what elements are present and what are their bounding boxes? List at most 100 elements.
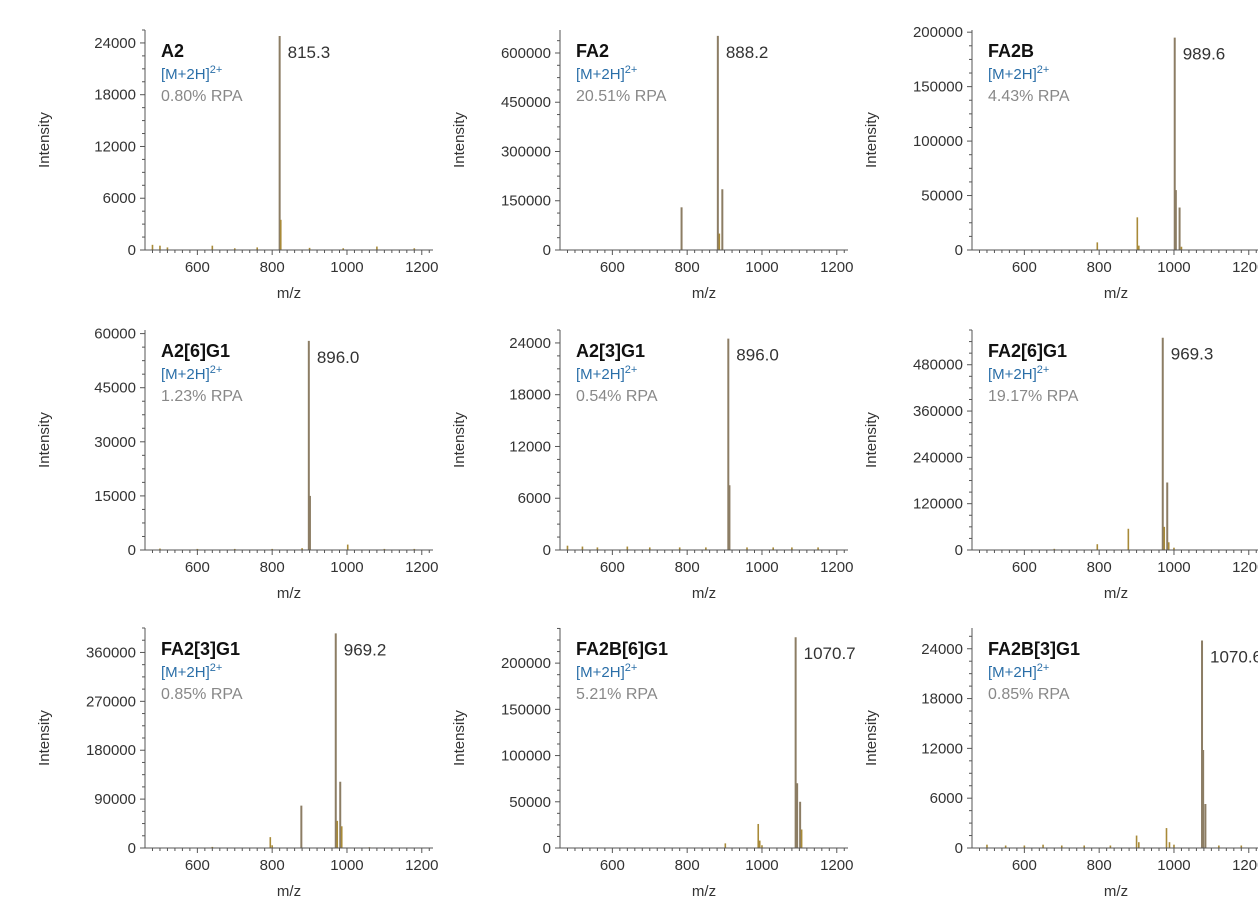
- x-axis-label: m/z: [1104, 883, 1128, 900]
- adduct-label: [M+2H]2+: [576, 364, 637, 383]
- adduct-label: [M+2H]2+: [161, 64, 222, 83]
- y-tick-label: 120000: [913, 496, 963, 513]
- y-axis-label: Intensity: [36, 412, 53, 468]
- rpa-label: 0.85% RPA: [161, 686, 243, 703]
- x-tick-label: 600: [600, 259, 625, 276]
- x-tick-label: 1200: [1232, 259, 1258, 276]
- y-axis-label: Intensity: [863, 412, 880, 468]
- glycan-name: FA2: [576, 41, 609, 61]
- x-tick-label: 600: [185, 259, 210, 276]
- y-axis-label: Intensity: [863, 112, 880, 168]
- x-axis-label: m/z: [692, 285, 716, 302]
- x-tick-label: 800: [1087, 559, 1112, 576]
- glycan-name: A2[6]G1: [161, 341, 230, 361]
- y-tick-label: 6000: [930, 790, 963, 807]
- peak-mz-label: 969.3: [1171, 345, 1214, 364]
- spectrum-panel: 600 800 1000 1200 0 50000 100000 150000 200000 m/…: [451, 627, 856, 900]
- y-tick-label: 0: [955, 542, 963, 559]
- y-tick-label: 450000: [501, 94, 551, 111]
- x-tick-label: 800: [1087, 259, 1112, 276]
- peak-mz-label: 896.0: [736, 346, 779, 365]
- y-axis-label: Intensity: [863, 710, 880, 766]
- x-tick-label: 1000: [1157, 259, 1190, 276]
- peak-mz-label: 815.3: [288, 43, 331, 62]
- x-tick-label: 1200: [1232, 559, 1258, 576]
- spectrum-panel: 600 800 1000 1200 0 90000 180000 270000 360000 m/…: [36, 627, 438, 900]
- x-tick-label: 800: [675, 559, 700, 576]
- y-tick-label: 12000: [921, 740, 963, 757]
- x-axis-label: m/z: [1104, 285, 1128, 302]
- y-tick-label: 18000: [509, 387, 551, 404]
- rpa-label: 20.51% RPA: [576, 88, 667, 105]
- y-tick-label: 15000: [94, 488, 136, 505]
- x-tick-label: 1200: [1232, 857, 1258, 874]
- x-tick-label: 800: [675, 259, 700, 276]
- y-tick-label: 0: [543, 840, 551, 857]
- glycan-name: FA2[3]G1: [161, 639, 240, 659]
- y-tick-label: 200000: [913, 24, 963, 41]
- y-tick-label: 6000: [103, 190, 136, 207]
- glycan-name: FA2B[3]G1: [988, 639, 1080, 659]
- y-tick-label: 0: [955, 840, 963, 857]
- x-tick-label: 600: [1012, 259, 1037, 276]
- peak-mz-label: 1070.6: [1210, 647, 1258, 666]
- y-tick-label: 360000: [913, 403, 963, 420]
- x-tick-label: 800: [260, 259, 285, 276]
- y-axis-label: Intensity: [451, 412, 468, 468]
- y-tick-label: 90000: [94, 791, 136, 808]
- x-axis-label: m/z: [692, 585, 716, 602]
- glycan-name: FA2[6]G1: [988, 341, 1067, 361]
- adduct-label: [M+2H]2+: [576, 64, 637, 83]
- y-tick-label: 18000: [94, 87, 136, 104]
- x-axis-label: m/z: [1104, 585, 1128, 602]
- spectrum-panel: 6008001000120006000120001800024000m/zInt…: [863, 628, 1258, 900]
- y-axis-label: Intensity: [451, 112, 468, 168]
- x-tick-label: 600: [185, 559, 210, 576]
- x-tick-label: 1000: [745, 259, 778, 276]
- x-axis-label: m/z: [277, 585, 301, 602]
- x-tick-label: 1200: [405, 559, 438, 576]
- x-axis-label: m/z: [692, 883, 716, 900]
- peak-mz-label: 989.6: [1183, 45, 1226, 64]
- x-tick-label: 1200: [820, 559, 853, 576]
- x-tick-label: 1000: [1157, 559, 1190, 576]
- y-tick-label: 150000: [913, 79, 963, 96]
- x-axis-label: m/z: [277, 883, 301, 900]
- y-tick-label: 6000: [518, 490, 551, 507]
- y-tick-label: 0: [543, 542, 551, 559]
- rpa-label: 5.21% RPA: [576, 686, 658, 703]
- x-tick-label: 1000: [745, 857, 778, 874]
- y-axis-label: Intensity: [36, 112, 53, 168]
- y-tick-label: 150000: [501, 701, 551, 718]
- glycan-name: A2[3]G1: [576, 341, 645, 361]
- rpa-label: 0.80% RPA: [161, 88, 243, 105]
- y-tick-label: 24000: [921, 641, 963, 658]
- y-tick-label: 270000: [86, 693, 136, 710]
- y-tick-label: 150000: [501, 193, 551, 210]
- spectrum-panel: 600 800 1000 1200 0 50000 100000 150000 200000 m/…: [863, 24, 1258, 302]
- y-tick-label: 200000: [501, 655, 551, 672]
- y-tick-label: 50000: [509, 794, 551, 811]
- x-tick-label: 1200: [405, 857, 438, 874]
- x-tick-label: 800: [260, 559, 285, 576]
- x-tick-label: 800: [260, 857, 285, 874]
- y-tick-label: 100000: [913, 133, 963, 150]
- y-tick-label: 12000: [509, 438, 551, 455]
- peak-mz-label: 1070.7: [804, 644, 856, 663]
- rpa-label: 0.54% RPA: [576, 388, 658, 405]
- glycan-name: FA2B[6]G1: [576, 639, 668, 659]
- x-tick-label: 1200: [820, 857, 853, 874]
- adduct-label: [M+2H]2+: [988, 364, 1049, 383]
- y-tick-label: 50000: [921, 188, 963, 205]
- adduct-label: [M+2H]2+: [161, 364, 222, 383]
- y-tick-label: 45000: [94, 380, 136, 397]
- peak-mz-label: 969.2: [344, 640, 387, 659]
- x-tick-label: 1200: [405, 259, 438, 276]
- x-tick-label: 1200: [820, 259, 853, 276]
- x-tick-label: 600: [600, 559, 625, 576]
- x-tick-label: 800: [675, 857, 700, 874]
- y-axis-label: Intensity: [36, 710, 53, 766]
- adduct-label: [M+2H]2+: [988, 64, 1049, 83]
